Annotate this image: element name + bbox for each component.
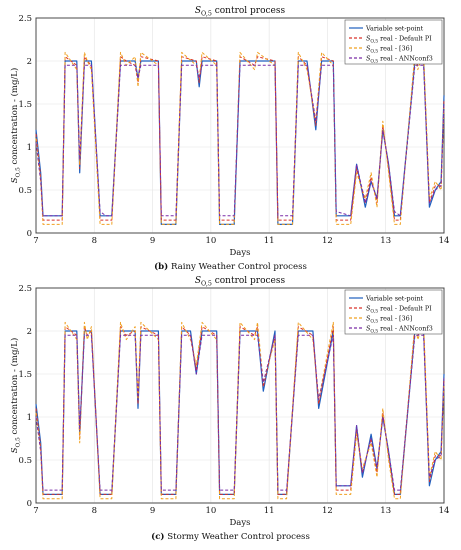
legend-box xyxy=(344,289,443,335)
caption-c-text: Stormy Weather Control process xyxy=(167,532,310,542)
series-line xyxy=(35,334,445,491)
x-tick-label: 7 xyxy=(33,236,38,246)
x-tick-label: 11 xyxy=(264,506,275,516)
legend-label: SO,5 real - ANNconf3 xyxy=(366,325,433,335)
y-tick-label: 0.5 xyxy=(18,456,32,466)
x-tick-label: 10 xyxy=(205,236,216,246)
y-tick-label: 2.5 xyxy=(18,14,32,24)
x-tick-label: 11 xyxy=(264,236,275,246)
plot-frame-1 xyxy=(35,287,445,504)
y-tick-label: 1.5 xyxy=(18,370,32,380)
legend-label: Variable set-point xyxy=(365,25,424,33)
x-axis-label: Days xyxy=(229,518,250,528)
x-tick-label: 12 xyxy=(322,506,333,516)
y-tick-label: 1 xyxy=(27,143,32,153)
caption-b-text: Rainy Weather Control process xyxy=(170,262,307,272)
y-tick-label: 0 xyxy=(27,499,32,509)
legend-label: SO,5 real - Default PI xyxy=(366,35,432,45)
x-tick-label: 8 xyxy=(92,506,97,516)
chart-title: SO,5 control process xyxy=(195,276,286,288)
x-tick-label: 7 xyxy=(33,506,38,516)
chart-title: SO,5 control process xyxy=(195,6,286,18)
caption-c-tag: (c) xyxy=(151,532,165,542)
x-tick-label: 9 xyxy=(150,506,155,516)
series-line xyxy=(35,51,445,225)
legend-label: SO,5 real - ANNconf3 xyxy=(366,55,433,65)
y-tick-label: 1 xyxy=(27,413,32,423)
x-axis-label: Days xyxy=(229,248,250,258)
caption-b: (b) Rainy Weather Control process xyxy=(0,262,461,272)
y-tick-label: 1.5 xyxy=(18,100,32,110)
x-tick-label: 9 xyxy=(150,236,155,246)
x-tick-label: 8 xyxy=(92,236,97,246)
legend-box xyxy=(344,19,443,65)
y-tick-label: 2 xyxy=(27,57,32,67)
y-tick-label: 0 xyxy=(27,229,32,239)
x-tick-label: 13 xyxy=(380,506,391,516)
legend-label: SO,5 real - [36] xyxy=(366,315,412,325)
series-line xyxy=(35,321,445,500)
y-tick-label: 2 xyxy=(27,327,32,337)
y-tick-label: 0.5 xyxy=(18,186,32,196)
x-tick-label: 10 xyxy=(205,506,216,516)
series-line xyxy=(35,64,445,217)
x-tick-label: 13 xyxy=(380,236,391,246)
x-tick-label: 12 xyxy=(322,236,333,246)
y-tick-label: 2.5 xyxy=(18,284,32,294)
legend-label: SO,5 real - Default PI xyxy=(366,305,432,315)
y-axis-label: SO,5 concentration - (mg/L) xyxy=(9,338,22,454)
legend-label: SO,5 real - [36] xyxy=(366,45,412,55)
plot-frame-0 xyxy=(35,17,445,234)
y-axis-label: SO,5 concentration - (mg/L) xyxy=(9,68,22,184)
x-tick-label: 14 xyxy=(439,236,450,246)
legend-label: Variable set-point xyxy=(365,295,424,303)
x-tick-label: 14 xyxy=(439,506,450,516)
caption-c: (c) Stormy Weather Control process xyxy=(0,532,461,542)
caption-b-tag: (b) xyxy=(154,262,169,272)
